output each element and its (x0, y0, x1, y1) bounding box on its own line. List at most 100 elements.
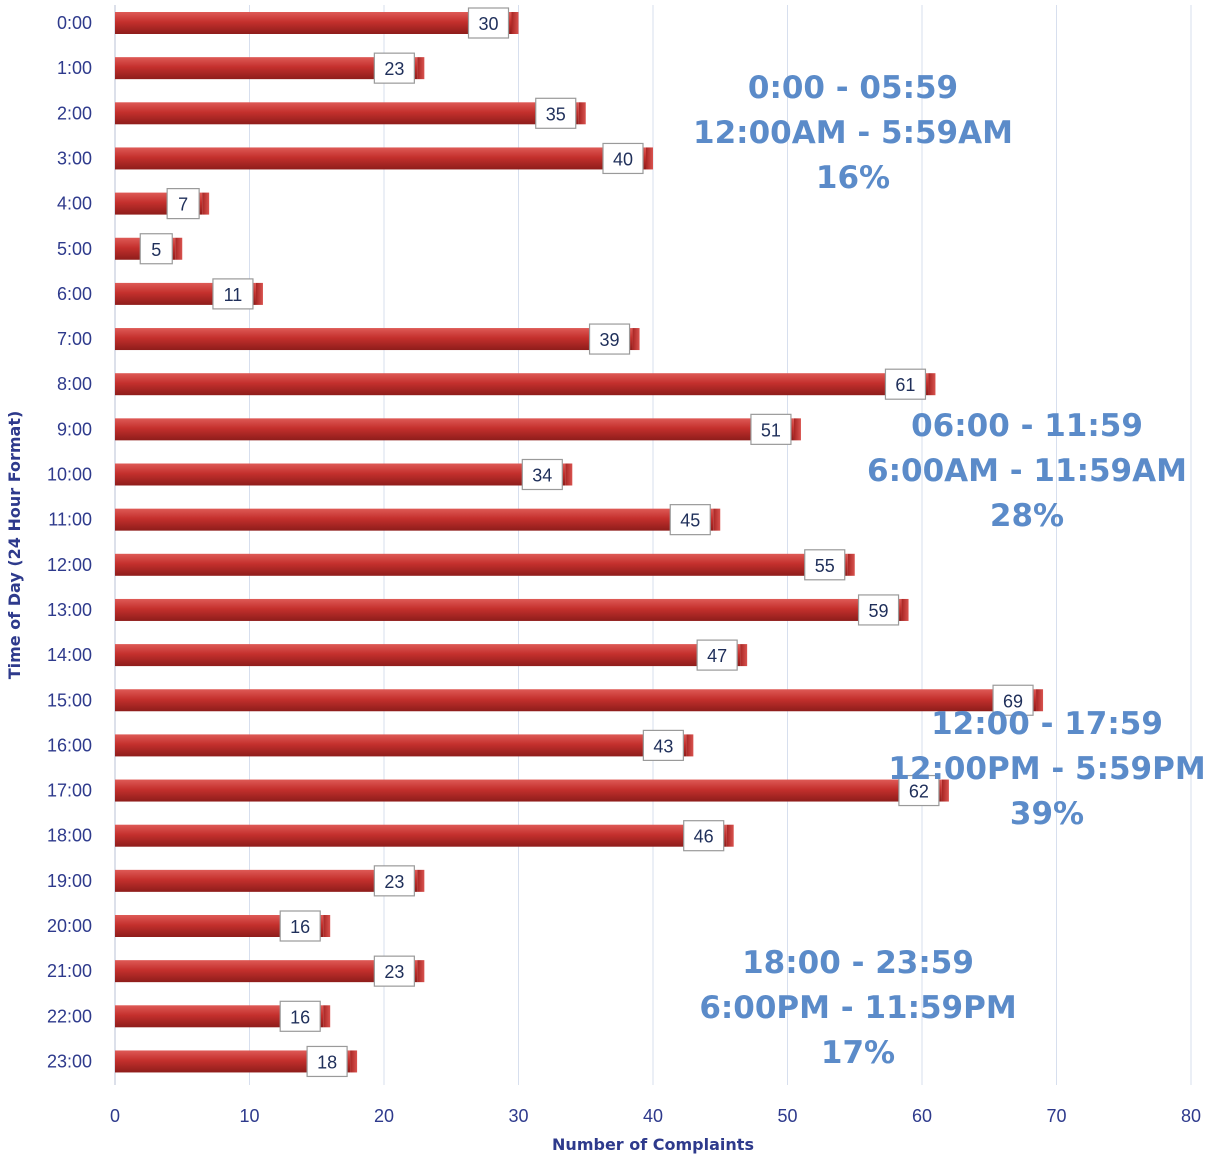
bar (115, 644, 741, 667)
y-tick-label: 5:00 (57, 239, 92, 259)
y-tick-label: 8:00 (57, 374, 92, 394)
annotation-text: 0:00 - 05:59 (748, 70, 958, 106)
x-axis-title: Number of Complaints (552, 1135, 754, 1154)
data-label: 43 (653, 736, 673, 756)
data-label-box (373, 865, 415, 897)
y-tick-label: 0:00 (57, 13, 92, 33)
y-tick-label: 7:00 (57, 329, 92, 349)
data-label-box (683, 820, 725, 852)
bar (115, 689, 1037, 712)
bar-end-cap (323, 1005, 331, 1028)
bar (115, 373, 929, 396)
x-tick-label: 60 (912, 1106, 932, 1126)
bar-end-cap (350, 1050, 358, 1073)
y-tick-label: 11:00 (48, 510, 92, 530)
data-label-box (212, 278, 254, 310)
data-label: 7 (178, 195, 188, 215)
annotation-text: 39% (1010, 796, 1084, 832)
y-tick-label: 12:00 (47, 555, 92, 575)
y-tick-label: 14:00 (47, 645, 92, 665)
y-axis-tick-labels: 0:00 1:00 2:00 3:00 4:00 5:00 6:00 7:00 8:00 9:00… (47, 13, 92, 1071)
bar-end-cap (686, 734, 694, 757)
y-tick-label: 9:00 (57, 419, 92, 439)
y-tick-label: 22:00 (47, 1006, 92, 1026)
data-label-box (521, 458, 563, 491)
data-label-box (279, 1000, 321, 1032)
bar (115, 960, 418, 983)
data-label: 47 (707, 646, 727, 666)
y-tick-label: 20:00 (47, 916, 92, 936)
data-label: 11 (224, 285, 243, 305)
bar-end-cap (511, 12, 519, 34)
bar (115, 147, 646, 170)
annotation-text: 12:00PM - 5:59PM (888, 751, 1205, 787)
x-tick-label: 80 (1181, 1106, 1201, 1126)
bar-end-cap (646, 147, 653, 170)
annotation-text: 17% (821, 1035, 895, 1071)
data-label-box (373, 955, 415, 987)
y-tick-label: 1:00 (57, 58, 92, 78)
bar (115, 779, 942, 802)
data-label-box (804, 549, 846, 581)
data-label-box (669, 504, 711, 536)
y-tick-label: 18:00 (47, 826, 92, 846)
bar-end-cap (901, 598, 909, 621)
data-label-box (884, 368, 927, 400)
data-label: 23 (384, 962, 404, 982)
x-axis-tick-labels: 0 10 20 30 40 50 60 70 80 (110, 1106, 1201, 1126)
annotation-text: 6:00PM - 11:59PM (699, 990, 1016, 1026)
data-label-box (467, 7, 510, 39)
data-label: 40 (613, 149, 633, 169)
data-label-box (535, 97, 577, 129)
data-label: 69 (1003, 691, 1023, 711)
x-tick-label: 50 (777, 1106, 797, 1126)
data-label: 61 (895, 375, 915, 395)
y-tick-label: 16:00 (47, 735, 92, 755)
data-label-box (642, 729, 684, 762)
data-label-box (750, 413, 792, 445)
data-label-box (602, 142, 644, 175)
data-label: 45 (680, 511, 700, 531)
x-tick-label: 20 (374, 1106, 394, 1126)
data-label: 5 (151, 240, 161, 260)
x-tick-label: 30 (508, 1106, 528, 1126)
annotations: 0:00 - 05:59 12:00AM - 5:59AM 16% 06:00 - 1… (693, 70, 1206, 1071)
bar-end-cap (1036, 689, 1044, 712)
bar-end-cap (740, 644, 748, 667)
data-label: 18 (317, 1052, 337, 1072)
data-label: 46 (694, 827, 714, 847)
bar-end-cap (417, 869, 425, 892)
data-label-box (306, 1045, 348, 1078)
y-tick-label: 21:00 (47, 961, 92, 981)
bar (115, 869, 418, 892)
y-tick-label: 2:00 (57, 103, 92, 123)
data-label-box (992, 684, 1034, 716)
bar-end-cap (417, 960, 425, 983)
y-tick-label: 13:00 (47, 600, 92, 620)
bar (115, 12, 512, 34)
bar (115, 734, 687, 757)
data-label-box (373, 52, 415, 84)
data-label: 23 (384, 59, 404, 79)
bar-end-cap (928, 373, 936, 396)
x-tick-label: 70 (1046, 1106, 1066, 1126)
data-label-box (898, 774, 940, 807)
data-label: 16 (290, 917, 310, 937)
bar (115, 1050, 351, 1073)
bar (115, 508, 714, 531)
bar-end-cap (578, 102, 586, 125)
y-axis-title: Time of Day (24 Hour Format) (5, 411, 24, 680)
data-label: 16 (290, 1007, 310, 1027)
bar (115, 418, 794, 441)
gridlines (114, 5, 1192, 1085)
bar (115, 824, 727, 847)
bar (115, 598, 902, 621)
y-tick-label: 3:00 (57, 148, 92, 168)
bar-end-cap (323, 915, 331, 937)
bar-end-cap (726, 824, 734, 847)
annotation-text: 6:00AM - 11:59AM (867, 453, 1187, 489)
y-tick-label: 17:00 (47, 781, 92, 801)
annotation-text: 12:00 - 17:59 (931, 706, 1163, 742)
annotation-text: 28% (990, 498, 1064, 534)
